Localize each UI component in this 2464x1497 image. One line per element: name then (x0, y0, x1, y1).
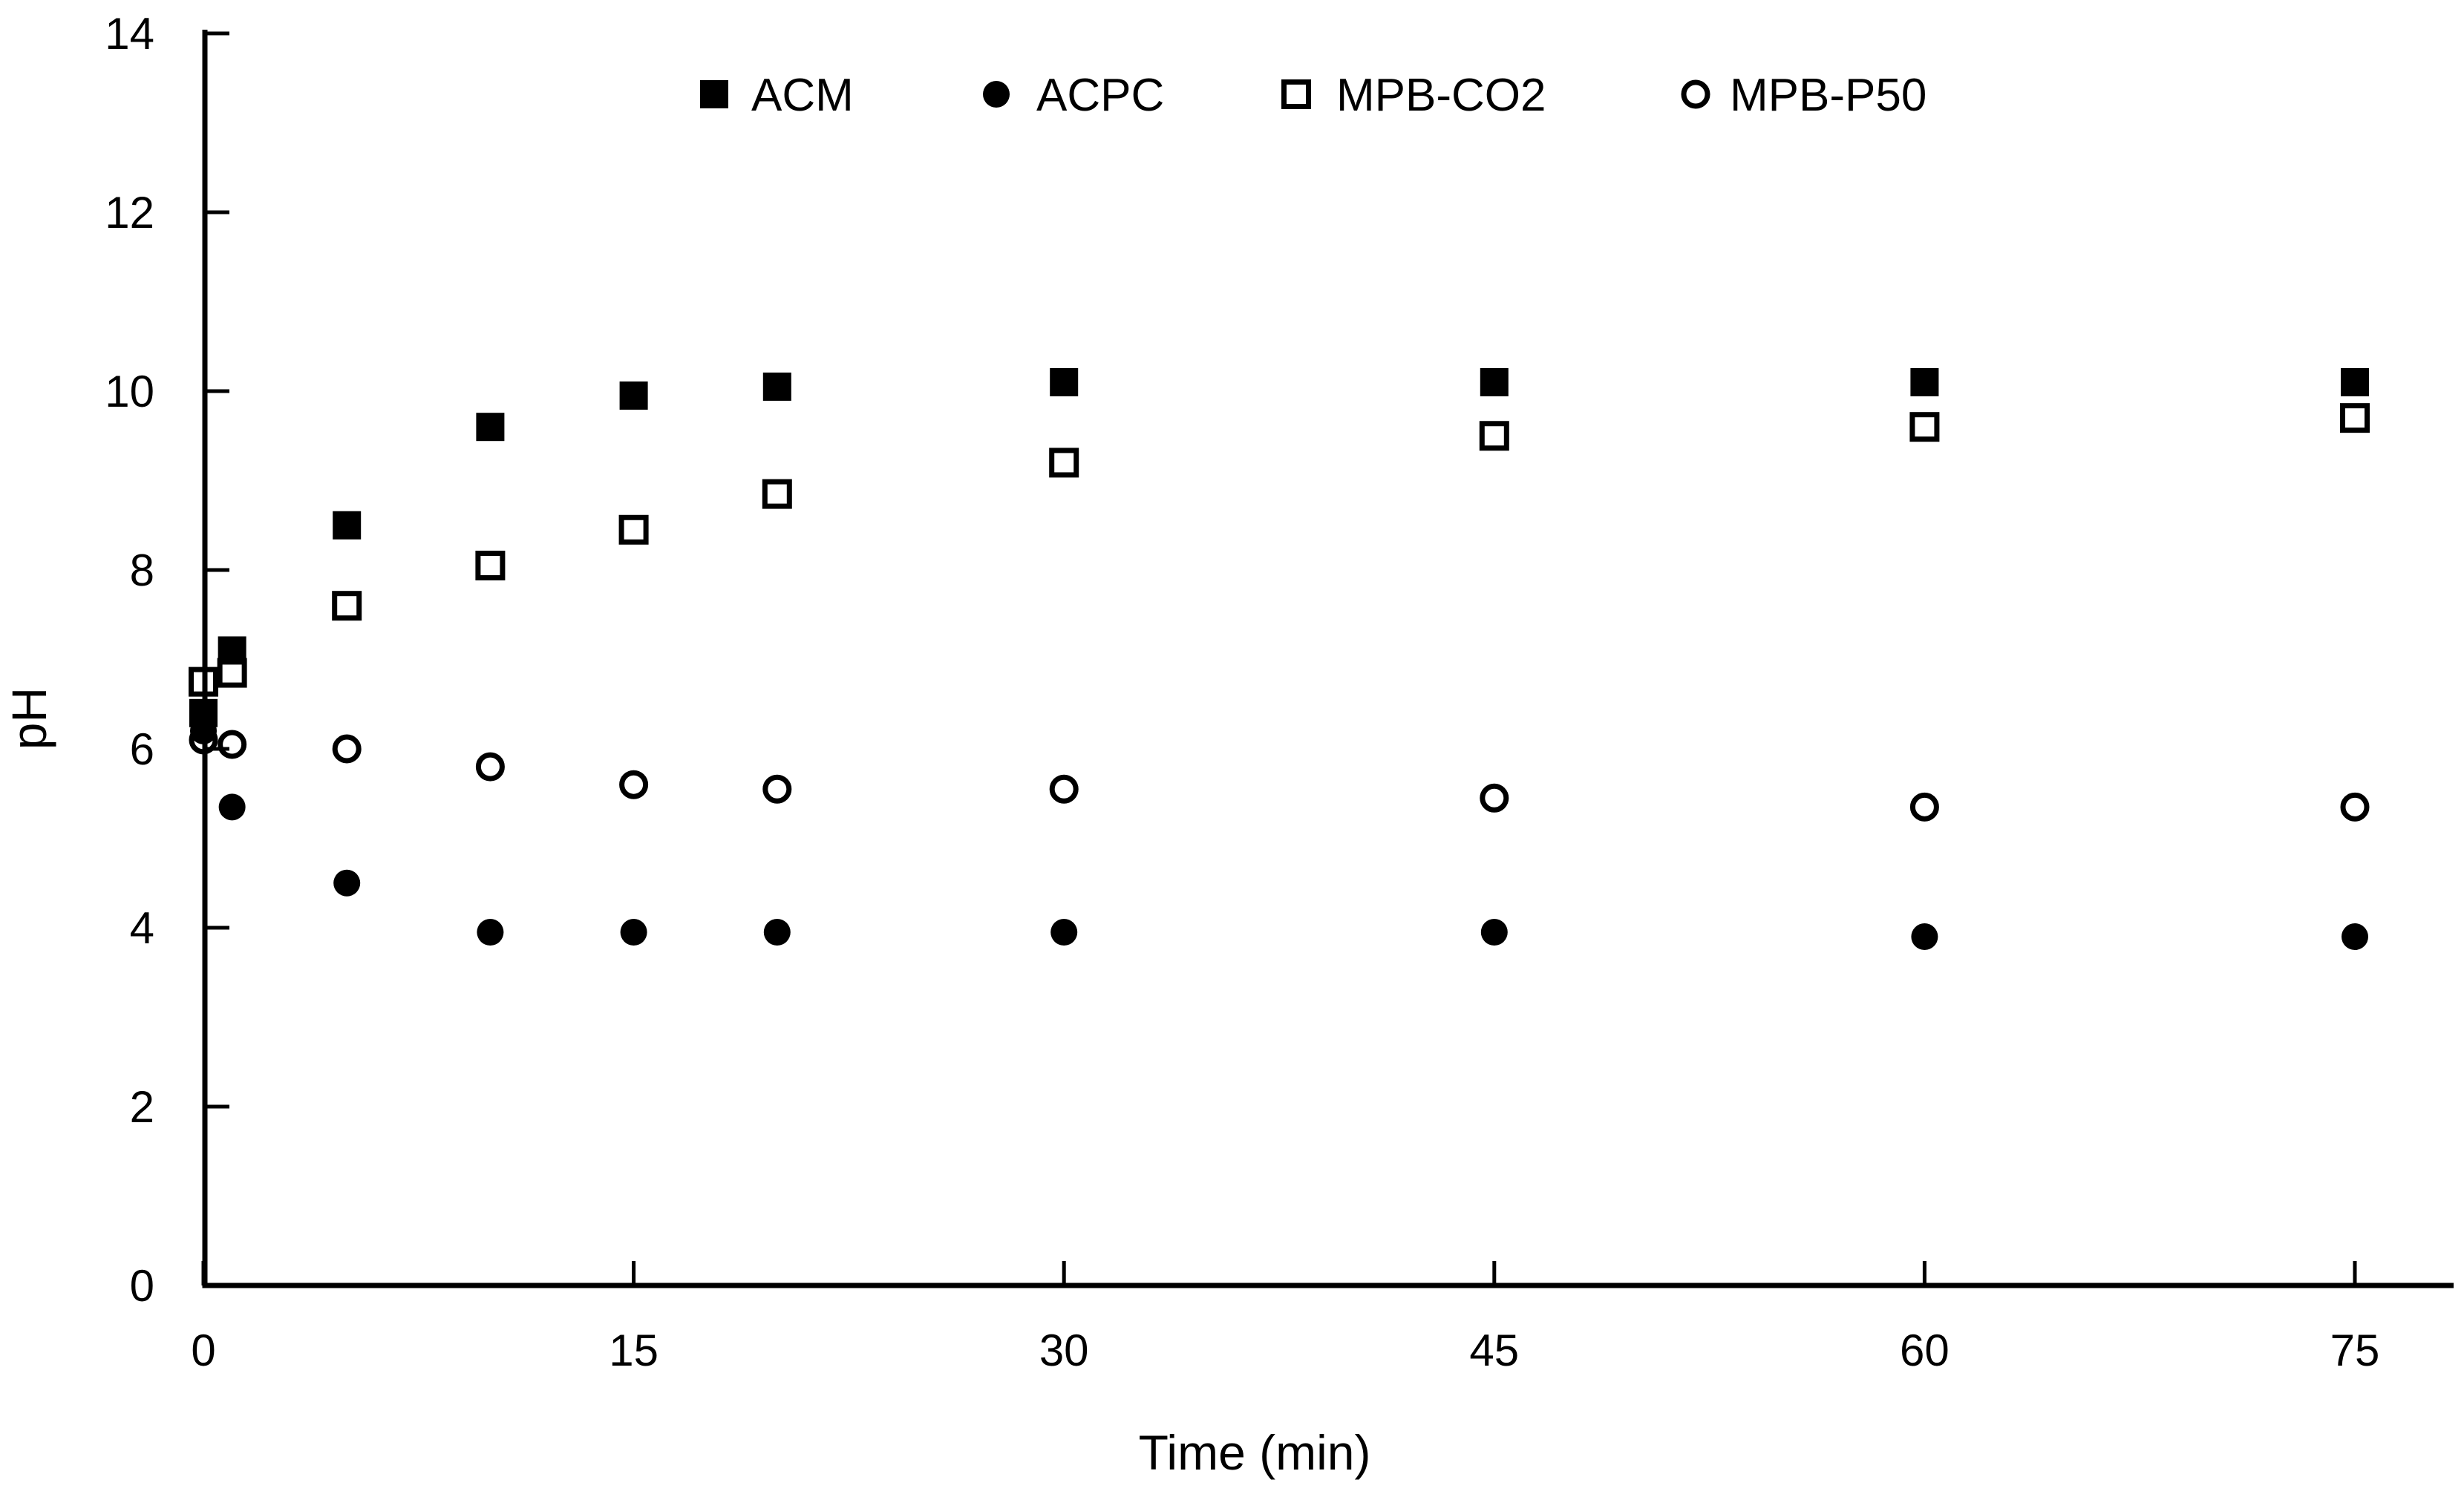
data-point-MPB-CO2 (1909, 412, 1940, 442)
y-tick-label: 14 (105, 9, 154, 59)
legend-label-MPB-CO2: MPB-CO2 (1336, 70, 1546, 121)
legend-label-ACPC: ACPC (1036, 70, 1164, 121)
y-tick-label: 8 (130, 546, 154, 595)
data-point-MPB-P50 (1480, 783, 1509, 813)
series-ACPC (190, 717, 2368, 951)
data-point-ACPC (2342, 923, 2368, 951)
data-point-MPB-P50 (332, 734, 362, 764)
legend: ACM ACPC MPB-CO2 MPB-P50 (700, 70, 1927, 121)
data-point-ACM (619, 381, 648, 410)
data-point-ACPC (218, 793, 246, 821)
data-point-MPB-CO2 (1049, 448, 1079, 478)
data-point-MPB-P50 (475, 752, 505, 782)
x-tick-label: 60 (1900, 1326, 1950, 1375)
x-tick-label: 75 (2330, 1326, 2380, 1375)
data-point-ACM (2341, 367, 2369, 396)
data-point-MPB-CO2 (1479, 421, 1509, 451)
data-point-ACPC (477, 919, 504, 946)
data-point-ACM (476, 413, 505, 442)
data-point-MPB-P50 (218, 730, 247, 759)
series-MPB-P50 (189, 725, 2370, 822)
legend-item-MPB-P50: MPB-P50 (1681, 70, 1927, 121)
data-point-ACPC (1480, 919, 1508, 946)
legend-label-MPB-P50: MPB-P50 (1730, 70, 1927, 121)
y-tick-label: 4 (130, 903, 154, 953)
data-point-MPB-CO2 (618, 514, 649, 545)
data-point-ACPC (190, 717, 217, 744)
y-tick-label: 12 (105, 188, 154, 238)
legend-marker-filled-square (700, 80, 728, 108)
data-points (189, 367, 2370, 951)
data-point-ACPC (763, 919, 791, 946)
data-point-MPB-P50 (619, 770, 649, 799)
series-ACM (189, 367, 2369, 727)
data-point-ACM (1910, 367, 1939, 396)
legend-marker-open-circle (1681, 79, 1710, 109)
data-point-ACM (1480, 367, 1509, 396)
tick-labels: 0 2 4 6 8 10 12 14 0 15 30 45 60 75 (105, 9, 2379, 1375)
data-point-MPB-P50 (762, 774, 792, 804)
data-point-MPB-CO2 (475, 550, 506, 580)
data-point-MPB-CO2 (2340, 403, 2370, 433)
data-point-ACPC (620, 919, 647, 946)
y-tick-label: 2 (130, 1082, 154, 1132)
x-tick-label: 0 (191, 1326, 215, 1375)
data-point-ACM (762, 372, 791, 401)
y-tick-label: 6 (130, 724, 154, 774)
y-axis-title: pH (1, 687, 56, 750)
legend-item-ACM: ACM (700, 70, 854, 121)
x-axis-title: Time (min) (1139, 1425, 1371, 1480)
x-tick-label: 45 (1469, 1326, 1519, 1375)
data-point-ACM (1050, 367, 1079, 396)
data-point-ACPC (1911, 923, 1938, 951)
data-point-MPB-P50 (1049, 774, 1079, 804)
data-point-MPB-P50 (2340, 792, 2370, 822)
axes (201, 30, 2454, 1288)
data-point-MPB-CO2 (332, 591, 362, 621)
x-tick-label: 30 (1039, 1326, 1089, 1375)
data-point-ACM (333, 511, 362, 540)
data-point-MPB-CO2 (217, 658, 247, 688)
y-tick-label: 10 (105, 367, 154, 416)
data-point-ACPC (1050, 919, 1078, 946)
legend-item-ACPC: ACPC (983, 70, 1164, 121)
data-point-MPB-CO2 (189, 666, 218, 697)
x-tick-label: 15 (609, 1326, 659, 1375)
data-point-MPB-P50 (189, 725, 218, 755)
legend-label-ACM: ACM (751, 70, 854, 121)
series-MPB-CO2 (189, 403, 2370, 697)
data-point-MPB-CO2 (762, 479, 792, 509)
y-tick-label: 0 (130, 1261, 154, 1311)
legend-marker-filled-circle (983, 81, 1010, 108)
data-point-MPB-P50 (1909, 792, 1939, 822)
data-point-ACPC (333, 869, 361, 897)
legend-marker-open-square (1281, 79, 1311, 109)
legend-item-MPB-CO2: MPB-CO2 (1281, 70, 1546, 121)
